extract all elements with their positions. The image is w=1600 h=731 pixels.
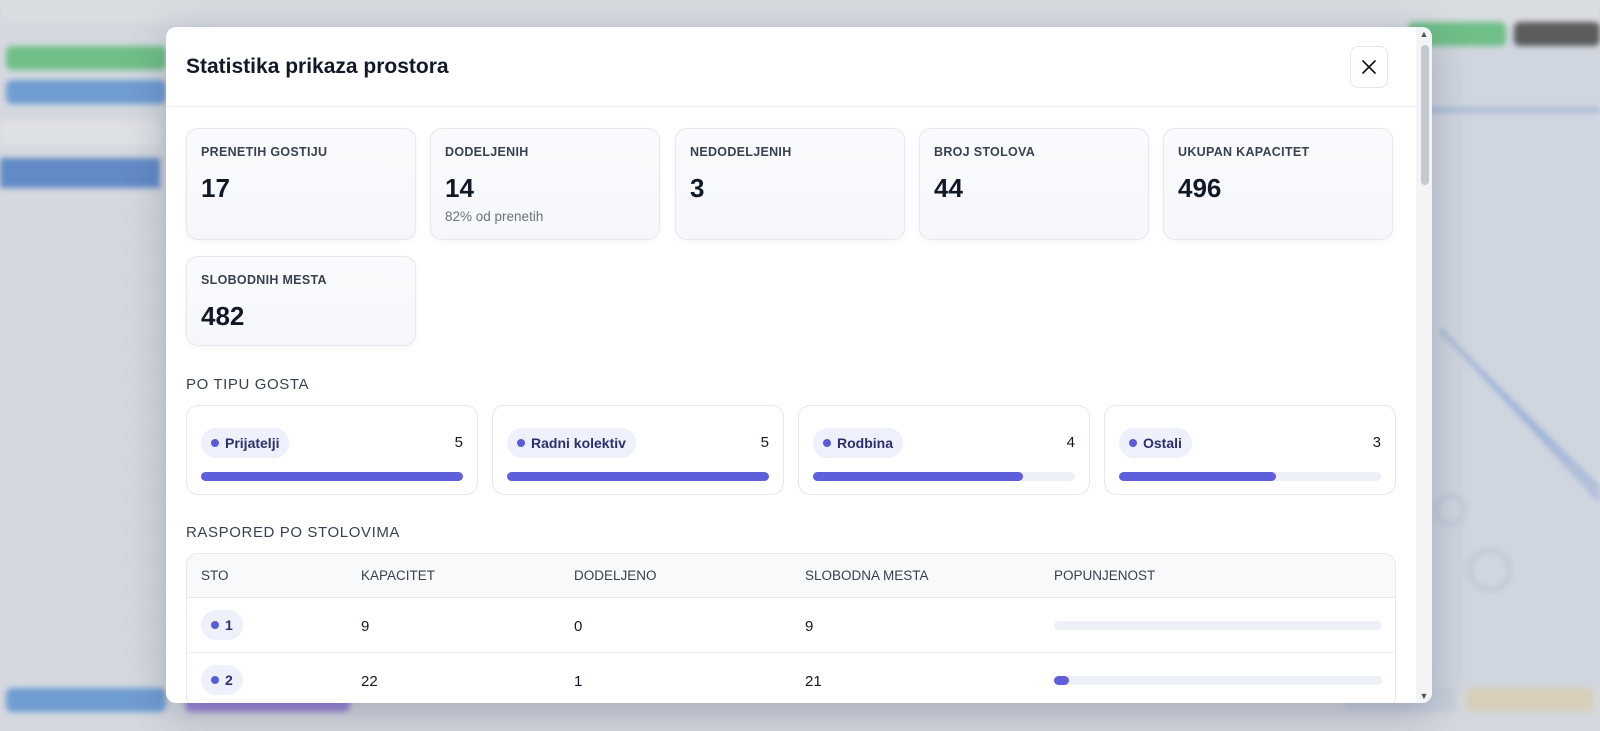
tables-table: STO KAPACITET DODELJENO SLOBODNA MESTA P…: [186, 553, 1396, 703]
background-row: [0, 560, 160, 591]
stat-value: 44: [934, 173, 963, 203]
background-list: [0, 188, 160, 708]
guest-type-count: 5: [454, 434, 463, 451]
background-button: [6, 688, 166, 712]
guest-type-bar-fill: [1119, 472, 1277, 481]
background-row: [0, 591, 160, 622]
scroll-thumb[interactable]: [1421, 45, 1429, 185]
background-row: [0, 281, 160, 312]
background-row: [0, 498, 160, 529]
stat-card-prenetih: PRENETIH GOSTIJU 17: [186, 128, 416, 240]
guest-type-bar-fill: [813, 472, 1023, 481]
background-header: [0, 0, 1600, 26]
scroll-up-icon[interactable]: ▲: [1419, 29, 1429, 39]
modal-header: Statistika prikaza prostora: [166, 27, 1432, 107]
column-header-sto: STO: [201, 568, 229, 583]
background-row: [0, 622, 160, 653]
floorplan-drawing: [1420, 108, 1600, 592]
stat-label: SLOBODNIH MESTA: [201, 273, 327, 287]
cell-kapacitet: 9: [361, 618, 370, 635]
column-header-slobodna-mesta: SLOBODNA MESTA: [805, 568, 929, 583]
guest-type-count: 4: [1066, 434, 1075, 451]
guest-type-badge: Prijatelji: [201, 428, 290, 458]
table-row[interactable]: 2 22 1 21: [187, 653, 1395, 703]
section-title-tables: RASPORED PO STOLOVIMA: [186, 524, 401, 541]
guest-type-badge: Radni kolektiv: [507, 428, 636, 458]
guest-type-bar: [201, 472, 463, 481]
cell-kapacitet: 22: [361, 673, 378, 690]
close-button[interactable]: [1350, 46, 1388, 88]
guest-type-bar: [1119, 472, 1381, 481]
column-header-kapacitet: KAPACITET: [361, 568, 436, 583]
background-button: [1514, 22, 1600, 46]
background-row: [0, 374, 160, 405]
background-button: [6, 46, 166, 70]
stat-value: 14: [445, 173, 474, 203]
guest-type-badge: Rodbina: [813, 428, 903, 458]
guest-type-bar: [813, 472, 1075, 481]
modal-title: Statistika prikaza prostora: [186, 55, 449, 78]
guest-type-bar-fill: [201, 472, 463, 481]
guest-type-bar-fill: [507, 472, 769, 481]
stat-card-slobodnih-mesta: SLOBODNIH MESTA 482: [186, 256, 416, 346]
background-row: [0, 250, 160, 281]
background-button: [1466, 688, 1594, 712]
cell-dodeljeno: 0: [574, 618, 583, 635]
background-row: [0, 219, 160, 250]
stat-card-dodeljenih: DODELJENIH 14 82% od prenetih: [430, 128, 660, 240]
stats-grid: PRENETIH GOSTIJU 17 DODELJENIH 14 82% od…: [186, 107, 1396, 347]
scroll-down-icon[interactable]: ▼: [1419, 691, 1429, 701]
background-button: [6, 80, 166, 104]
occupancy-bar-fill: [1054, 676, 1069, 685]
background-search: [0, 120, 160, 148]
stat-label: NEDODELJENIH: [690, 145, 792, 159]
stat-label: DODELJENIH: [445, 145, 529, 159]
guest-type-count: 5: [760, 434, 769, 451]
column-header-popunjenost: POPUNJENOST: [1054, 568, 1156, 583]
guest-type-bar: [507, 472, 769, 481]
table-number-badge: 1: [201, 610, 243, 640]
guest-type-card: Ostali 3: [1104, 405, 1396, 495]
guest-type-card: Rodbina 4: [798, 405, 1090, 495]
background-row: [0, 436, 160, 467]
background-row: [0, 529, 160, 560]
table-number-badge: 2: [201, 665, 243, 695]
table-row[interactable]: 1 9 0 9: [187, 598, 1395, 653]
background-row: [0, 188, 160, 219]
cell-dodeljeno: 1: [574, 673, 583, 690]
guest-type-card: Prijatelji 5: [186, 405, 478, 495]
guest-type-badge: Ostali: [1119, 428, 1192, 458]
table-header: STO KAPACITET DODELJENO SLOBODNA MESTA P…: [187, 554, 1395, 598]
background-row: [0, 405, 160, 436]
modal-body: PRENETIH GOSTIJU 17 DODELJENIH 14 82% od…: [166, 107, 1416, 703]
background-row: [0, 312, 160, 343]
cell-slobodna-mesta: 9: [805, 618, 814, 635]
background-row: [0, 467, 160, 498]
guest-type-count: 3: [1372, 434, 1381, 451]
stat-label: BROJ STOLOVA: [934, 145, 1036, 159]
occupancy-bar: [1054, 621, 1382, 630]
background-row: [0, 343, 160, 374]
stat-card-ukupan-kapacitet: UKUPAN KAPACITET 496: [1163, 128, 1393, 240]
stat-value: 482: [201, 301, 245, 331]
background-table-header: [0, 158, 160, 188]
guest-type-card: Radni kolektiv 5: [492, 405, 784, 495]
close-icon: [1362, 60, 1376, 74]
column-header-dodeljeno: DODELJENO: [574, 568, 657, 583]
guest-type-grid: Prijatelji 5 Radni kolektiv 5 Rodbina 4 …: [186, 405, 1396, 497]
statistics-modal: Statistika prikaza prostora PRENETIH GOS…: [166, 27, 1432, 703]
background-floorplan: [1400, 30, 1600, 690]
section-title-guest-types: PO TIPU GOSTA: [186, 376, 310, 393]
modal-scrollbar[interactable]: ▲ ▼: [1416, 27, 1432, 703]
cell-slobodna-mesta: 21: [805, 673, 822, 690]
stat-value: 496: [1178, 173, 1222, 203]
stat-value: 3: [690, 173, 705, 203]
stat-value: 17: [201, 173, 230, 203]
stat-card-broj-stolova: BROJ STOLOVA 44: [919, 128, 1149, 240]
occupancy-bar: [1054, 676, 1382, 685]
stat-label: PRENETIH GOSTIJU: [201, 145, 328, 159]
stat-subtext: 82% od prenetih: [445, 209, 544, 224]
stat-card-nedodeljenih: NEDODELJENIH 3: [675, 128, 905, 240]
stat-label: UKUPAN KAPACITET: [1178, 145, 1310, 159]
